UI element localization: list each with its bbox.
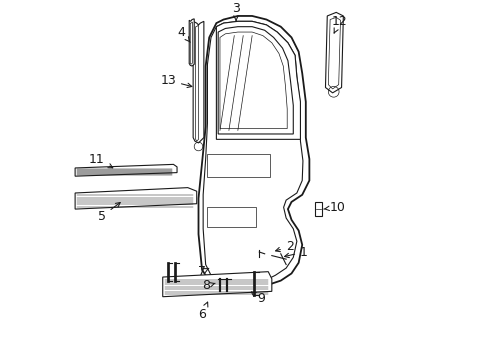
Text: 12: 12 bbox=[332, 15, 347, 33]
Text: 5: 5 bbox=[98, 203, 120, 223]
Polygon shape bbox=[217, 21, 300, 139]
Polygon shape bbox=[190, 22, 193, 64]
Bar bbox=[207, 154, 270, 177]
Text: 13: 13 bbox=[160, 74, 192, 87]
Text: 11: 11 bbox=[89, 153, 113, 168]
Polygon shape bbox=[220, 32, 287, 129]
Text: 8: 8 bbox=[202, 279, 215, 292]
Polygon shape bbox=[218, 27, 294, 134]
Text: 10: 10 bbox=[324, 201, 345, 214]
Polygon shape bbox=[328, 17, 341, 89]
Text: 4: 4 bbox=[178, 26, 190, 42]
Text: 6: 6 bbox=[198, 302, 208, 321]
Bar bbox=[207, 207, 256, 227]
Text: 9: 9 bbox=[251, 292, 265, 305]
Polygon shape bbox=[189, 19, 194, 66]
Text: 2: 2 bbox=[275, 240, 294, 253]
Text: 7: 7 bbox=[198, 265, 209, 278]
Polygon shape bbox=[193, 21, 204, 143]
Polygon shape bbox=[325, 12, 343, 93]
Polygon shape bbox=[203, 21, 303, 279]
Polygon shape bbox=[75, 165, 177, 176]
Text: 3: 3 bbox=[232, 2, 240, 21]
Polygon shape bbox=[198, 16, 309, 284]
Polygon shape bbox=[75, 188, 196, 209]
Polygon shape bbox=[196, 25, 198, 141]
Text: 1: 1 bbox=[285, 246, 308, 258]
Bar bbox=[315, 202, 322, 216]
Polygon shape bbox=[163, 272, 272, 297]
